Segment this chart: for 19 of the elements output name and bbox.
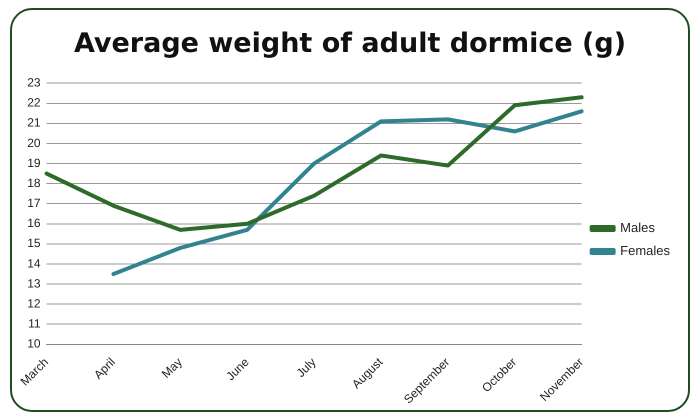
legend-label: Females bbox=[620, 243, 670, 258]
y-tick-label: 23 bbox=[27, 76, 41, 90]
y-tick-label: 17 bbox=[27, 196, 41, 210]
y-tick-label: 16 bbox=[27, 216, 41, 230]
y-tick-label: 15 bbox=[27, 236, 41, 250]
y-tick-label: 18 bbox=[27, 176, 41, 190]
y-tick-label: 13 bbox=[27, 276, 41, 290]
y-tick-label: 14 bbox=[27, 256, 41, 270]
x-tick-label: May bbox=[158, 354, 185, 381]
y-tick-label: 20 bbox=[27, 136, 41, 150]
y-tick-label: 12 bbox=[27, 296, 41, 310]
legend-label: Males bbox=[620, 220, 656, 236]
y-tick-label: 10 bbox=[27, 336, 41, 351]
y-tick-label: 11 bbox=[28, 316, 41, 331]
y-tick-label: 22 bbox=[27, 96, 41, 110]
y-tick-label: 21 bbox=[27, 116, 41, 130]
x-tick-label: July bbox=[294, 354, 319, 380]
chart-title: Average weight of adult dormice (g) bbox=[72, 28, 628, 59]
y-tick-label: 19 bbox=[27, 156, 41, 170]
